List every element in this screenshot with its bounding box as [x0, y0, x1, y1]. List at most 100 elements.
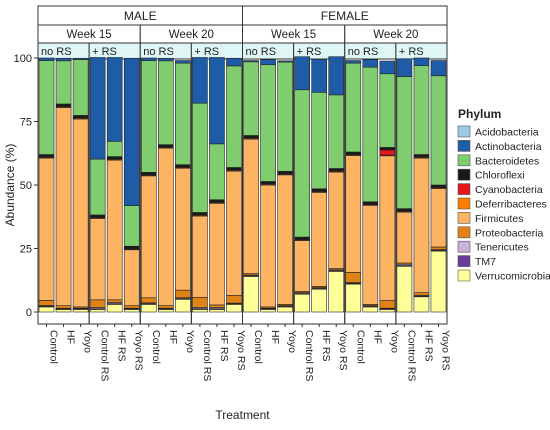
bar-segment-firmicutes — [295, 241, 310, 292]
week-strip-label: Week 20 — [169, 29, 214, 41]
bar-segment-verrucomicrobia — [431, 251, 446, 312]
bar-segment-chloroflexi — [226, 167, 241, 170]
bar-segment-verrucomicrobia — [278, 307, 293, 312]
x-tick-label: Control RS — [201, 330, 213, 381]
bar-segment-actinobacteria — [226, 58, 241, 66]
bar-segment-firmicutes — [226, 171, 241, 295]
bar-segment-firmicutes — [278, 175, 293, 305]
x-tick-label: HF — [269, 330, 281, 344]
legend-label: Proteobacteria — [475, 227, 543, 239]
x-tick-label: HF RS — [218, 330, 230, 362]
bar-segment-actinobacteria — [56, 58, 71, 61]
rs-strip-label: no RS — [41, 46, 72, 58]
bar-segment-firmicutes — [209, 203, 224, 305]
bar-segment-actinobacteria — [431, 61, 446, 76]
rs-strip-label: + RS — [297, 46, 322, 58]
x-tick-label: Yoyo — [286, 330, 298, 353]
bar-segment-verrucomicrobia — [261, 309, 276, 312]
y-tick-label: 50 — [20, 180, 32, 192]
bar-segment-proteobacteria — [124, 306, 139, 309]
bar-segment-verrucomicrobia — [295, 294, 310, 312]
bar-segment-verrucomicrobia — [346, 284, 361, 312]
bar-segment-firmicutes — [192, 216, 207, 297]
bar-segment-firmicutes — [329, 172, 344, 269]
bar-segment-chloroflexi — [431, 185, 446, 188]
bar-segment-bacteroidetes — [124, 206, 139, 247]
bar-segment-firmicutes — [244, 139, 259, 274]
bar-segment-bacteroidetes — [158, 61, 173, 145]
x-tick-label: HF — [65, 330, 77, 344]
y-tick-label: 25 — [20, 244, 32, 256]
bar-segment-firmicutes — [363, 205, 378, 304]
bar-segment-verrucomicrobia — [107, 304, 122, 312]
bar-segment-actinobacteria — [192, 57, 207, 103]
bar-segment-firmicutes — [124, 250, 139, 306]
bar-segment-verrucomicrobia — [226, 304, 241, 312]
legend-title: Phylum — [458, 107, 501, 121]
bar-segment-chloroflexi — [380, 147, 395, 150]
bar-segment-firmicutes — [414, 158, 429, 293]
bar-segment-verrucomicrobia — [158, 309, 173, 312]
bar-segment-proteobacteria — [175, 290, 190, 298]
bar-segment-chloroflexi — [141, 172, 156, 175]
week-strip-label: Week 15 — [271, 29, 316, 41]
bar-segment-firmicutes — [261, 185, 276, 307]
week-strip-label: Week 20 — [373, 29, 418, 41]
bar-segment-proteobacteria — [90, 300, 105, 308]
bar-segment-proteobacteria — [346, 272, 361, 282]
bar-segment-bacteroidetes — [431, 76, 446, 185]
bar-segment-bacteroidetes — [73, 60, 88, 116]
bar-segment-firmicutes — [141, 176, 156, 298]
x-tick-label: Yoyo — [82, 330, 94, 353]
bar-segment-chloroflexi — [124, 246, 139, 249]
bar-segment-bacteroidetes — [414, 66, 429, 155]
bar-segment-proteobacteria — [431, 247, 446, 250]
legend-swatch — [458, 227, 470, 238]
bar-segment-chloroflexi — [363, 202, 378, 205]
bar-segment-firmicutes — [73, 119, 88, 307]
bar-segment-actinobacteria — [244, 61, 259, 62]
bar-segment-bacteroidetes — [107, 141, 122, 156]
bar-segment-firmicutes — [380, 156, 395, 301]
bar-segment-firmicutes — [431, 189, 446, 247]
bar-segment-proteobacteria — [209, 305, 224, 308]
legend-label: Bacteroidetes — [475, 155, 539, 167]
legend-swatch — [458, 169, 470, 180]
legend-label: Acidobacteria — [475, 127, 539, 139]
sex-strip-label: MALE — [124, 9, 157, 23]
bar-segment-bacteroidetes — [39, 61, 54, 155]
bar-segment-firmicutes — [346, 156, 361, 273]
bar-segment-bacteroidetes — [244, 62, 259, 136]
legend-swatch — [458, 241, 470, 252]
bar-segment-actinobacteria — [175, 61, 190, 64]
bar-segment-verrucomicrobia — [141, 304, 156, 312]
legend-swatch — [458, 256, 470, 267]
bar-segment-chloroflexi — [329, 168, 344, 171]
bar-segment-chloroflexi — [261, 181, 276, 184]
bar-segment-actinobacteria — [141, 58, 156, 61]
bar-segment-proteobacteria — [56, 306, 71, 309]
x-tick-label: Control — [48, 330, 60, 364]
bar-segment-verrucomicrobia — [39, 307, 54, 312]
bar-segment-chloroflexi — [175, 165, 190, 168]
bar-segment-firmicutes — [397, 212, 412, 263]
sex-strip-label: FEMALE — [321, 9, 369, 23]
bar-segment-actinobacteria — [312, 59, 327, 92]
bar-segment-actinobacteria — [346, 61, 361, 64]
legend-label: Actinobacteria — [475, 141, 542, 153]
bar-segment-actinobacteria — [73, 58, 88, 59]
bar-segment-verrucomicrobia — [124, 309, 139, 312]
bar-segment-chloroflexi — [244, 135, 259, 138]
x-tick-label: HF RS — [422, 330, 434, 362]
x-axis-title: Treatment — [215, 408, 270, 422]
bar-segment-bacteroidetes — [329, 95, 344, 169]
legend-label: Deferribacteres — [475, 199, 547, 211]
legend-label: Firmicutes — [475, 213, 523, 225]
bar-segment-verrucomicrobia — [397, 266, 412, 312]
legend-swatch — [458, 198, 470, 209]
bar-segment-chloroflexi — [73, 115, 88, 118]
rs-strip-label: no RS — [246, 46, 277, 58]
bar-segment-bacteroidetes — [141, 61, 156, 173]
bar-segment-cyanobacteria — [380, 150, 395, 155]
bar-segment-actinobacteria — [261, 60, 276, 65]
